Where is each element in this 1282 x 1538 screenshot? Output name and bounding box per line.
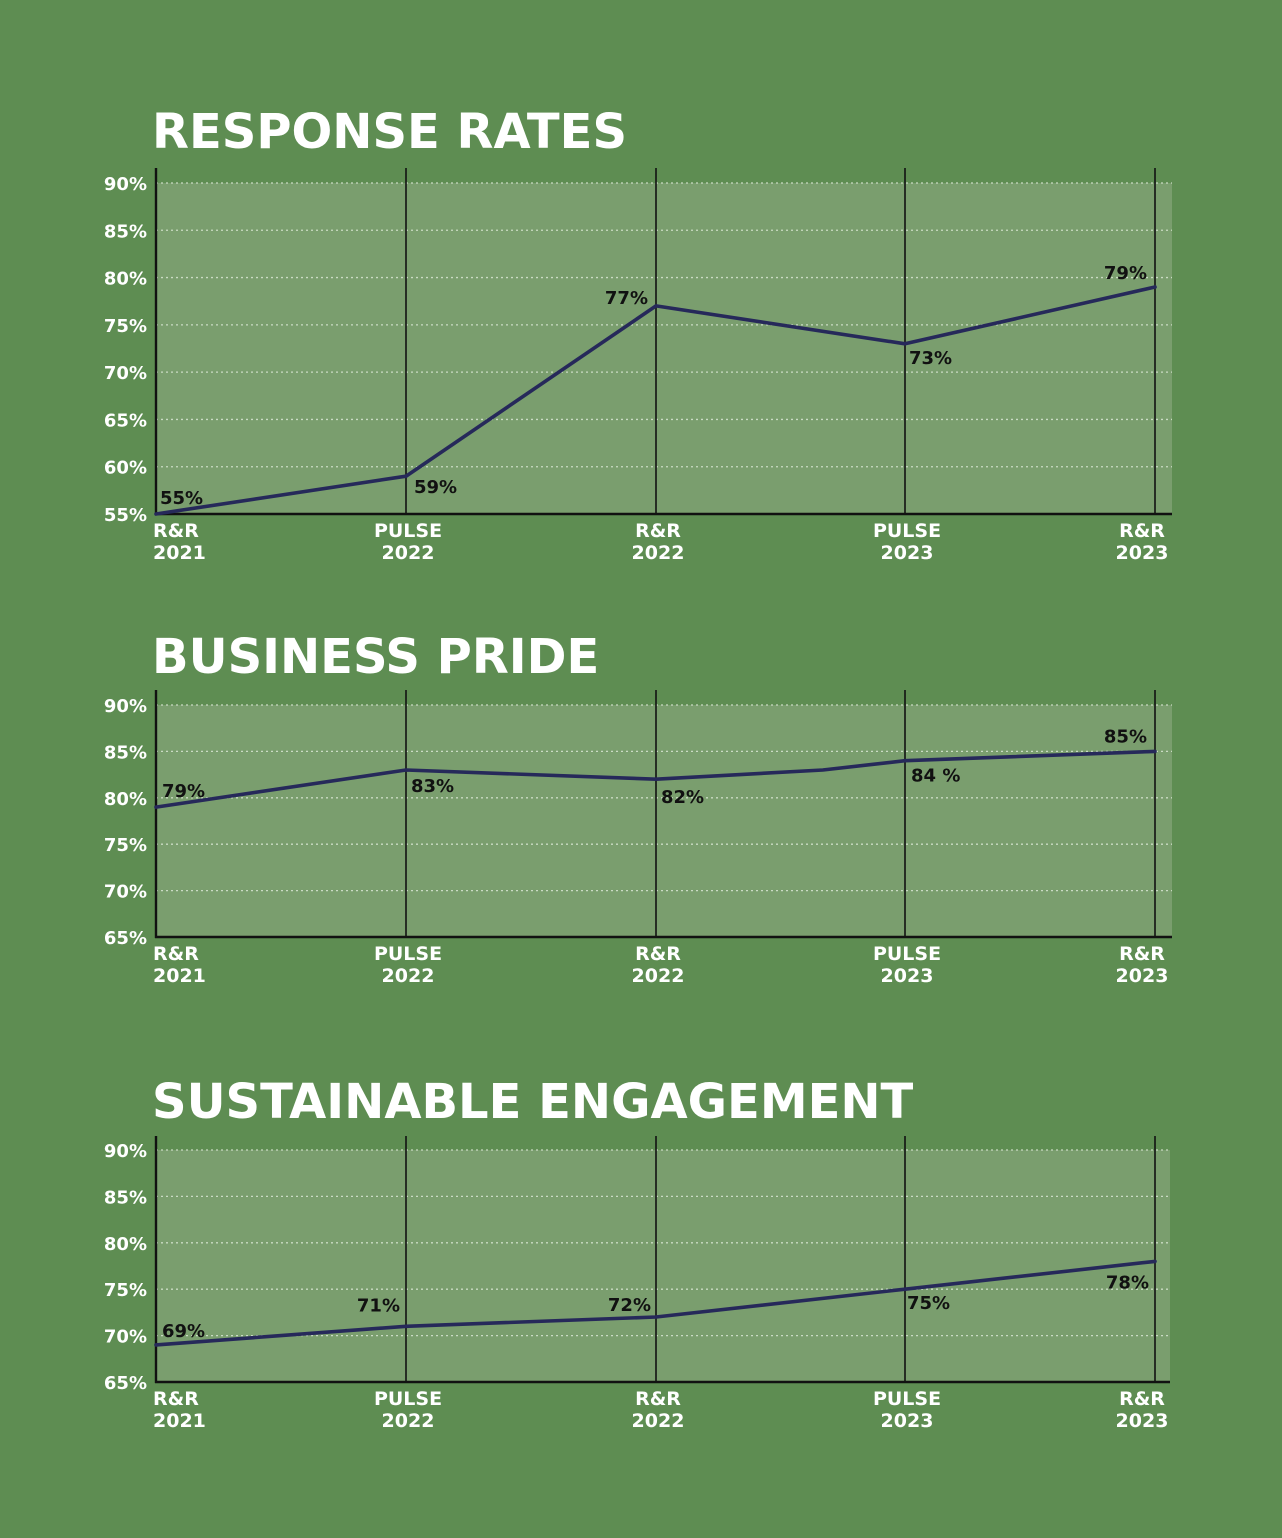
y-tick-label: 85% (104, 1187, 147, 1208)
data-point (404, 474, 408, 478)
x-tick-label: R&R (153, 1388, 199, 1410)
data-point (154, 512, 158, 516)
y-tick-label: 75% (104, 1280, 147, 1301)
x-tick-label: 2022 (632, 965, 685, 987)
data-label: 84 % (911, 766, 960, 787)
y-tick-label: 80% (104, 1234, 147, 1255)
y-tick-label: 65% (104, 1373, 147, 1394)
x-tick-label: 2021 (153, 965, 206, 987)
data-label: 75% (907, 1293, 950, 1314)
data-point (654, 1315, 658, 1319)
data-label: 73% (909, 348, 952, 369)
x-tick-label: 2021 (153, 542, 206, 564)
y-tick-label: 65% (104, 410, 147, 431)
chart-1: RESPONSE RATES 55% 60% 65% 70% 75% 80% 85% 90% R&… (104, 104, 1172, 564)
y-tick-label: 65% (104, 928, 147, 949)
data-label: 78% (1106, 1272, 1149, 1293)
x-tick-label: 2023 (881, 542, 934, 564)
y-tick-label: 90% (104, 174, 147, 195)
y-tick-label: 60% (104, 458, 147, 479)
y-tick-label: 80% (104, 269, 147, 290)
chart-2: BUSINESS PRIDE65%70%75%80%85%90%R&R2021P… (104, 629, 1172, 987)
data-label: 83% (411, 776, 454, 797)
x-tick-label: 2023 (881, 965, 934, 987)
data-point (154, 805, 158, 809)
x-tick-label: R&R (153, 520, 199, 542)
x-tick-label: 2022 (632, 542, 685, 564)
data-point (404, 1324, 408, 1328)
data-point (1153, 749, 1157, 753)
data-label: 85% (1104, 726, 1147, 747)
x-tick-label: R&R (635, 520, 681, 542)
chart-title: SUSTAINABLE ENGAGEMENT (152, 1074, 914, 1130)
data-point (654, 304, 658, 308)
y-tick-label: 75% (104, 316, 147, 337)
data-point (404, 768, 408, 772)
x-tick-label: R&R (1119, 1388, 1165, 1410)
y-tick-label: 70% (104, 1327, 147, 1348)
y-tick-label: 75% (104, 835, 147, 856)
plot-area (156, 1150, 1170, 1382)
x-tick-label: R&R (153, 943, 199, 965)
chart-title: RESPONSE RATES (152, 104, 627, 160)
x-tick-label: 2023 (1116, 542, 1169, 564)
data-label: 79% (162, 781, 205, 802)
data-point (903, 759, 907, 763)
x-tick-label: R&R (635, 1388, 681, 1410)
x-tick-label: PULSE (873, 1388, 941, 1410)
x-tick-label: 2023 (881, 1410, 934, 1432)
data-point (1153, 1259, 1157, 1263)
y-tick-label: 90% (104, 1141, 147, 1162)
data-point (154, 1343, 158, 1347)
x-tick-label: 2022 (382, 965, 435, 987)
y-tick-label: 70% (104, 882, 147, 903)
x-tick-label: 2022 (382, 1410, 435, 1432)
x-tick-label: PULSE (873, 943, 941, 965)
data-label: 59% (414, 477, 457, 498)
y-tick-label: 85% (104, 221, 147, 242)
y-tick-label: 90% (104, 696, 147, 717)
plot-area (156, 705, 1172, 937)
data-point (1153, 285, 1157, 289)
x-tick-label: R&R (1119, 943, 1165, 965)
x-tick-label: PULSE (374, 1388, 442, 1410)
x-tick-label: 2021 (153, 1410, 206, 1432)
x-tick-label: PULSE (374, 943, 442, 965)
data-point (903, 1287, 907, 1291)
data-label: 69% (162, 1321, 205, 1342)
data-point (903, 342, 907, 346)
x-tick-label: PULSE (374, 520, 442, 542)
chart-3: SUSTAINABLE ENGAGEMENT 65% 70% 75% 80% 85% 90%… (104, 1074, 1170, 1432)
chart-title: BUSINESS PRIDE (152, 629, 599, 685)
data-label: 82% (661, 787, 704, 808)
x-tick-label: PULSE (873, 520, 941, 542)
x-tick-label: 2023 (1116, 1410, 1169, 1432)
plot-area (156, 183, 1172, 514)
y-tick-label: 80% (104, 789, 147, 810)
data-label: 55% (160, 488, 203, 509)
data-label: 77% (605, 288, 648, 309)
x-tick-label: R&R (1119, 520, 1165, 542)
y-tick-label: 85% (104, 742, 147, 763)
data-label: 72% (608, 1295, 651, 1316)
x-tick-label: 2023 (1116, 965, 1169, 987)
data-point (821, 768, 825, 772)
y-tick-label: 70% (104, 363, 147, 384)
x-tick-label: R&R (635, 943, 681, 965)
x-tick-label: 2022 (632, 1410, 685, 1432)
y-tick-label: 55% (104, 505, 147, 526)
series-line (154, 749, 1157, 809)
data-label: 79% (1104, 263, 1147, 284)
x-tick-label: 2022 (382, 542, 435, 564)
data-point (654, 777, 658, 781)
data-label: 71% (357, 1295, 400, 1316)
